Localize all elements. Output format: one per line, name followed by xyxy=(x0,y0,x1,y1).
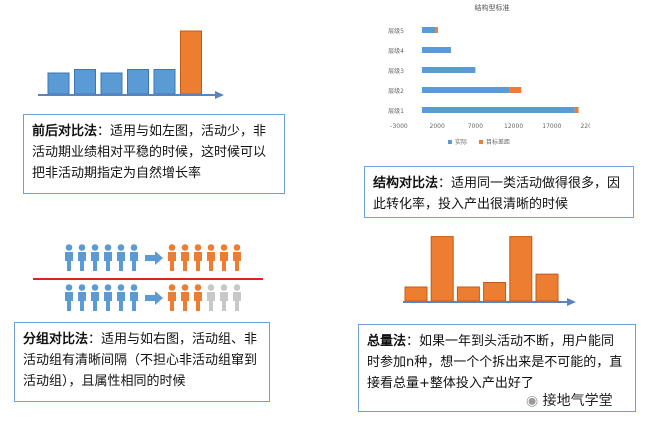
structure-category-label: 层级2 xyxy=(388,87,404,95)
person-icon xyxy=(220,284,228,311)
structure-tick-label: 2000 xyxy=(430,123,445,130)
structure-bar xyxy=(421,87,510,93)
person-icon xyxy=(78,284,86,311)
before-after-axis-arrow xyxy=(215,91,224,99)
before-after-bar xyxy=(74,69,96,95)
structure-chart-title: 结构型标准 xyxy=(475,3,510,12)
structure-bar xyxy=(574,107,579,113)
person-icon xyxy=(194,244,202,271)
person-icon xyxy=(104,284,112,311)
person-icon xyxy=(117,284,125,311)
structure-tick-label: 22000 xyxy=(580,123,590,130)
total-bar xyxy=(535,273,559,302)
person-icon xyxy=(117,244,125,271)
structure-textbox: 结构对比法：适用同一类活动做得很多，因此转化率，投入产出很清晰的时候 xyxy=(364,166,634,218)
legend-actual: 实际 xyxy=(455,138,467,146)
structure-bar xyxy=(435,27,438,33)
right-arrow-icon xyxy=(145,291,163,305)
total-textbox: 总量法：如果一年到头活动不断，用户能同时参加n种，想一个个拆出来是不可能的，直接… xyxy=(358,324,636,412)
structure-bar xyxy=(421,67,476,73)
person-icon xyxy=(91,244,99,271)
structure-bar xyxy=(509,87,522,93)
structure-category-label: 层级4 xyxy=(388,47,404,55)
total-desc: ：如果一年到头活动不断，用户能同时参加n种，想一个个拆出来是不可能的，直接看总量… xyxy=(367,334,623,391)
structure-tick-label: -3000 xyxy=(390,123,408,130)
person-icon xyxy=(181,284,189,311)
structure-bar xyxy=(421,47,451,53)
wechat-icon: ◉ xyxy=(526,393,539,409)
structure-desc: ：适用同一类活动做得很多，因此转化率，投入产出很清晰的时候 xyxy=(373,176,621,212)
total-bar xyxy=(404,286,428,302)
before-after-bar xyxy=(153,69,176,95)
structure-category-label: 层级1 xyxy=(388,107,404,115)
total-bar xyxy=(509,236,533,302)
before-after-bar xyxy=(47,72,70,95)
group-compare-diagram xyxy=(33,244,263,311)
person-icon xyxy=(130,244,138,271)
person-icon xyxy=(168,284,176,311)
person-icon xyxy=(130,284,138,311)
person-icon xyxy=(78,244,86,271)
legend-gap: 目标差距 xyxy=(486,138,510,146)
total-chart xyxy=(403,236,576,306)
structure-tick-label: 12000 xyxy=(504,123,523,130)
person-icon xyxy=(233,284,241,311)
structure-category-label: 层级3 xyxy=(388,67,404,75)
watermark-text: 接地气学堂 xyxy=(542,393,613,409)
structure-tick-label: 7000 xyxy=(468,123,483,130)
total-bar xyxy=(430,236,454,302)
person-icon xyxy=(181,244,189,271)
before-after-chart xyxy=(38,30,224,99)
watermark: ◉ 接地气学堂 xyxy=(526,390,613,410)
before-after-bar xyxy=(100,72,123,95)
before-after-desc: ：适用与如左图，活动少，非活动期业绩相对平稳的时候，这时候可以把非活动期指定为自… xyxy=(32,124,267,181)
structure-bar xyxy=(421,27,436,33)
person-icon xyxy=(207,284,215,311)
structure-title: 结构对比法 xyxy=(373,176,439,191)
person-icon xyxy=(220,244,228,271)
group-title: 分组对比法 xyxy=(23,332,89,347)
person-icon xyxy=(104,244,112,271)
total-title: 总量法 xyxy=(367,334,407,349)
group-desc: ：适用与如右图，活动组、非活动组有清晰间隔（不担心非活动组窜到活动组），且属性相… xyxy=(23,332,258,389)
before-after-title: 前后对比法 xyxy=(32,124,98,139)
person-icon xyxy=(65,244,73,271)
total-axis-arrow xyxy=(567,298,576,306)
structure-chart: 结构型标准 层级1 层级2 层级3 层级4 层级5 -3000 2000 7000 12000… xyxy=(388,3,590,146)
person-icon xyxy=(194,284,202,311)
structure-bar xyxy=(421,107,575,113)
person-icon xyxy=(207,244,215,271)
total-bar xyxy=(483,282,507,302)
structure-legend: 实际 目标差距 xyxy=(448,138,510,146)
before-after-textbox: 前后对比法：适用与如左图，活动少，非活动期业绩相对平稳的时候，这时候可以把非活动… xyxy=(23,114,285,194)
before-after-bar xyxy=(180,30,202,95)
person-icon xyxy=(65,284,73,311)
group-textbox: 分组对比法：适用与如右图，活动组、非活动组有清晰间隔（不担心非活动组窜到活动组）… xyxy=(14,322,270,402)
right-arrow-icon xyxy=(145,251,163,265)
structure-category-label: 层级5 xyxy=(388,27,404,35)
structure-tick-label: 17000 xyxy=(542,123,561,130)
person-icon xyxy=(168,244,176,271)
before-after-bar xyxy=(127,69,149,95)
total-bar xyxy=(456,286,480,302)
person-icon xyxy=(233,244,241,271)
person-icon xyxy=(91,284,99,311)
